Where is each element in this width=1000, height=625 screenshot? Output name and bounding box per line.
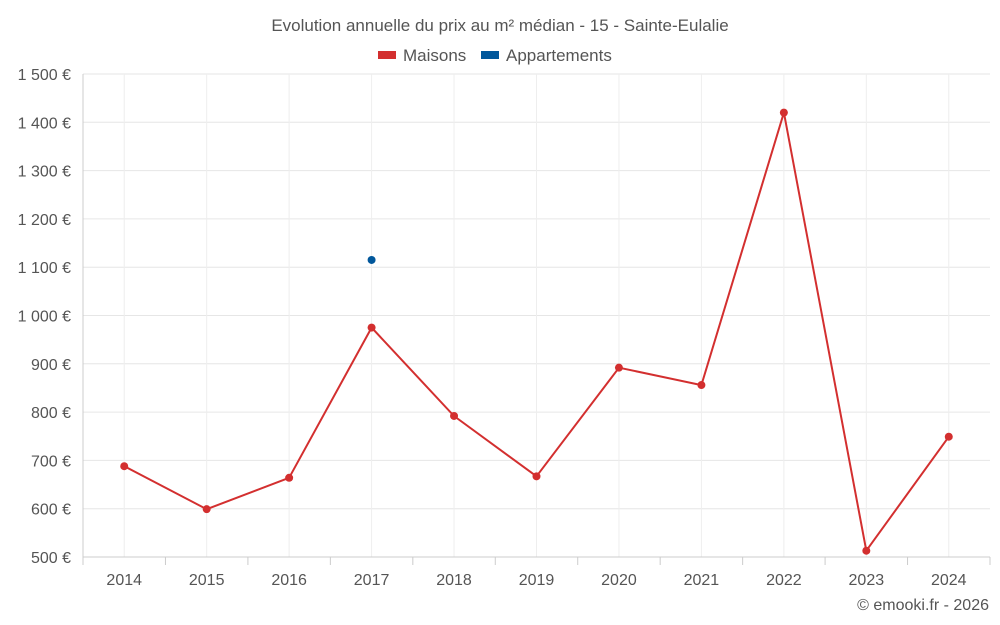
y-tick-label: 500 €	[31, 550, 71, 567]
x-tick-label: 2020	[601, 572, 637, 589]
x-tick-label: 2014	[106, 572, 142, 589]
axes: 500 € 600 € 700 € 800 € 900 € 1 000 € 1 100 € 1…	[18, 67, 991, 589]
legend-swatch-appartements[interactable]	[481, 51, 499, 59]
legend-swatch-maisons[interactable]	[378, 51, 396, 59]
y-tick-label: 800 €	[31, 405, 71, 422]
x-tick-label: 2019	[519, 572, 555, 589]
data-point-maisons-2022[interactable]	[779, 108, 788, 117]
data-point-appartements-2017[interactable]	[367, 255, 376, 264]
data-point-maisons-2020[interactable]	[614, 363, 623, 372]
x-tick-label: 2015	[189, 572, 225, 589]
credit-label: © emooki.fr - 2026	[857, 597, 989, 614]
y-tick-label: 1 400 €	[18, 115, 71, 132]
data-point-maisons-2015[interactable]	[202, 505, 211, 514]
data-point-maisons-2018[interactable]	[450, 411, 459, 420]
y-tick-label: 900 €	[31, 357, 71, 374]
legend-label-appartements[interactable]: Appartements	[506, 46, 612, 65]
y-tick-label: 1 000 €	[18, 309, 71, 326]
y-tick-label: 1 200 €	[18, 212, 71, 229]
x-tick-label: 2016	[271, 572, 307, 589]
y-tick-label: 1 300 €	[18, 164, 71, 181]
x-tick-label: 2024	[931, 572, 967, 589]
y-tick-label: 700 €	[31, 453, 71, 470]
data-point-maisons-2014[interactable]	[120, 462, 129, 471]
chart-title: Evolution annuelle du prix au m² médian …	[271, 16, 728, 35]
y-tick-label: 1 500 €	[18, 67, 71, 84]
x-tick-label: 2017	[354, 572, 390, 589]
x-tick-label: 2018	[436, 572, 472, 589]
y-tick-label: 1 100 €	[18, 260, 71, 277]
y-tick-label: 600 €	[31, 502, 71, 519]
data-point-maisons-2021[interactable]	[697, 381, 706, 390]
data-point-maisons-2024[interactable]	[944, 432, 953, 441]
x-tick-label: 2021	[684, 572, 720, 589]
data-point-maisons-2016[interactable]	[285, 473, 294, 482]
data-point-maisons-2017[interactable]	[367, 323, 376, 332]
data-point-maisons-2019[interactable]	[532, 472, 541, 481]
data-point-maisons-2023[interactable]	[862, 546, 871, 555]
series-layer	[120, 108, 953, 555]
legend: Maisons Appartements	[378, 46, 612, 65]
grid	[83, 73, 990, 557]
x-tick-label: 2023	[849, 572, 885, 589]
legend-label-maisons[interactable]: Maisons	[403, 46, 466, 65]
x-tick-label: 2022	[766, 572, 802, 589]
